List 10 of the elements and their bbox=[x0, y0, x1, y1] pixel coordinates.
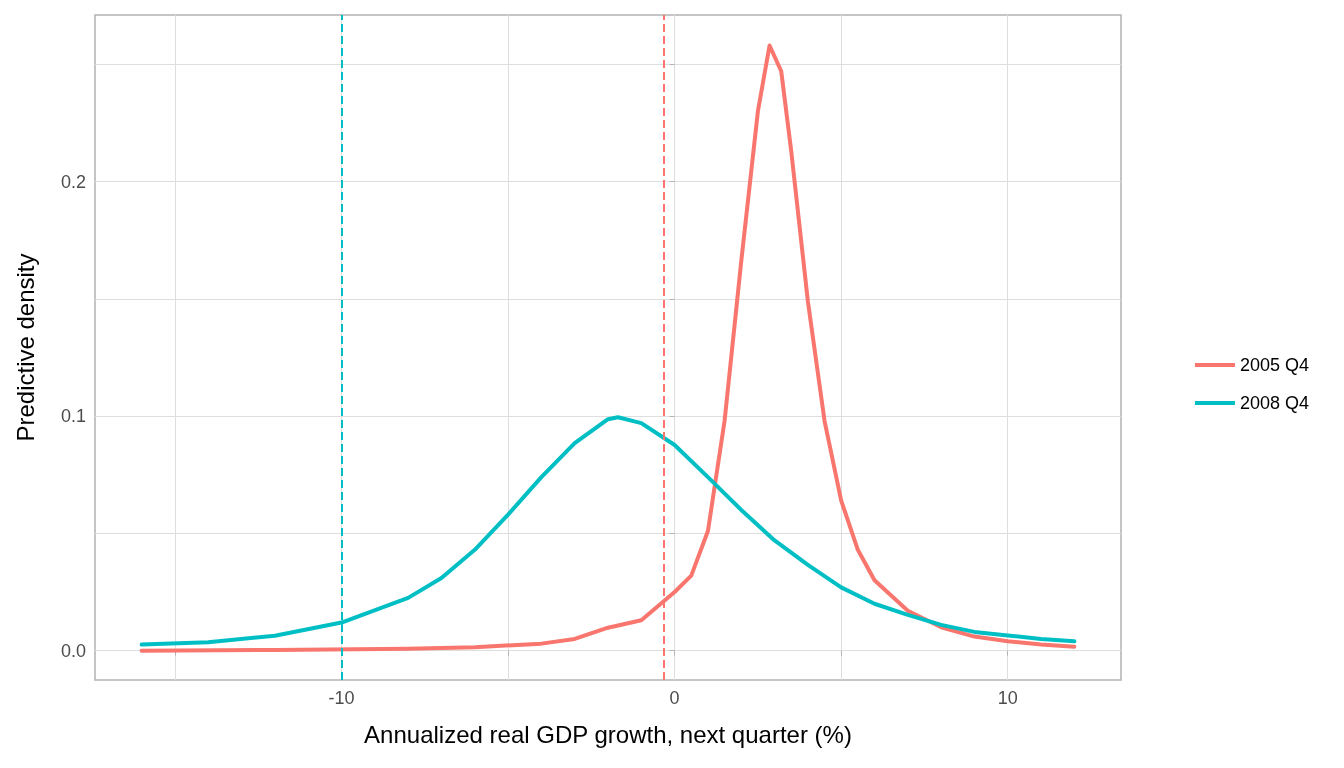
y-axis-title: Predictive density bbox=[11, 253, 39, 442]
y-tick-label: 0.2 bbox=[60, 171, 86, 192]
legend-label: 2005 Q4 bbox=[1239, 355, 1310, 375]
y-tick-label: 0.1 bbox=[60, 406, 86, 427]
y-tick-label: 0.0 bbox=[60, 640, 86, 661]
x-tick-label: 0 bbox=[669, 688, 680, 708]
legend-label: 2008 Q4 bbox=[1239, 393, 1310, 413]
x-axis-title: Annualized real GDP growth, next quarter (%) bbox=[364, 720, 852, 748]
x-tick-label: -10 bbox=[328, 688, 355, 708]
x-tick-label: 10 bbox=[997, 688, 1018, 708]
